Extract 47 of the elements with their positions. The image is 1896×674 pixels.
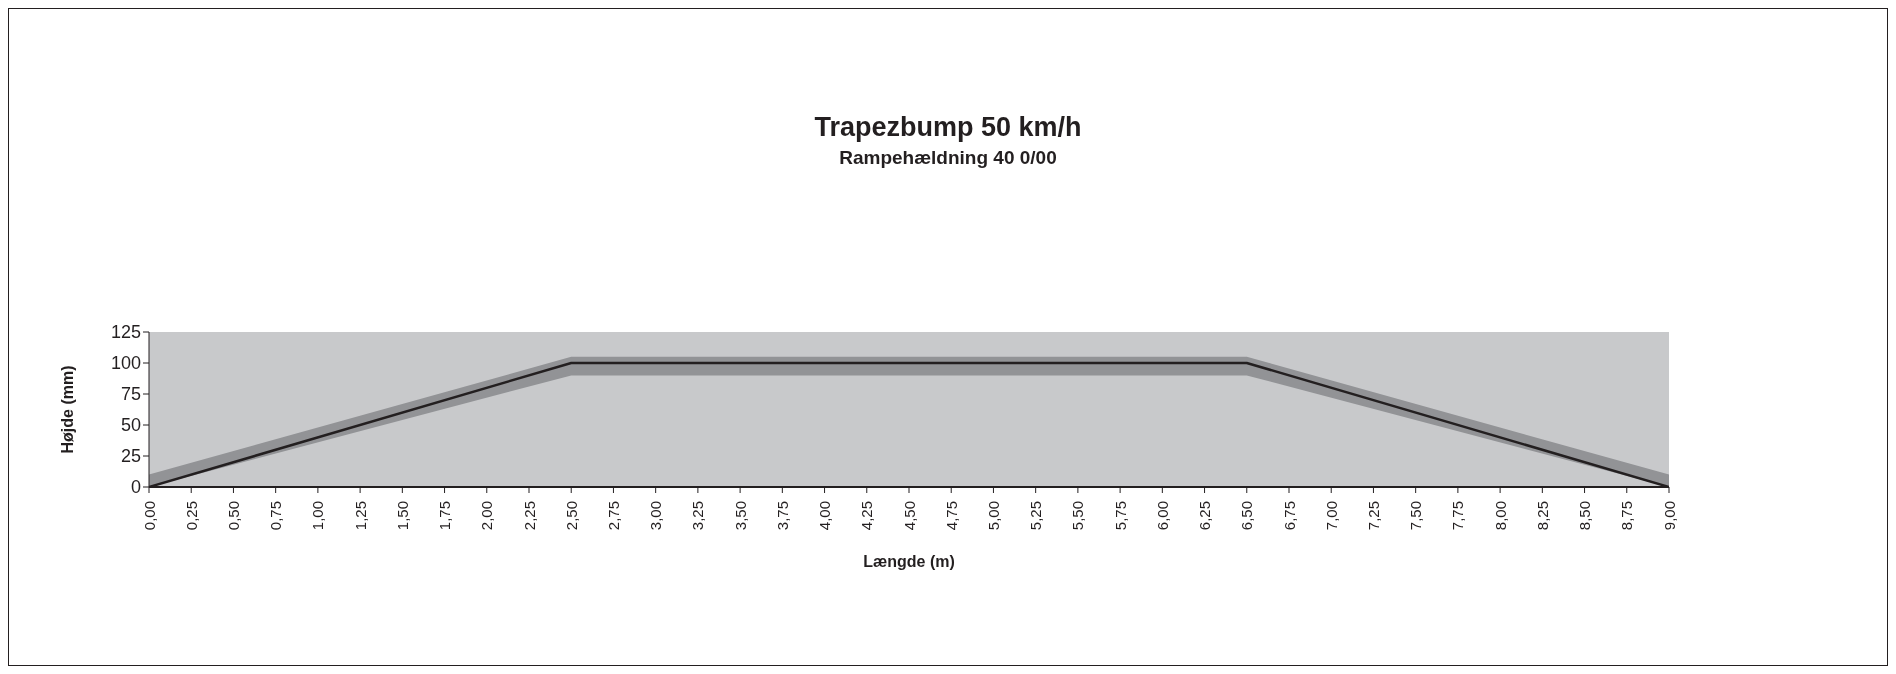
x-tick-label: 4,25 [858,501,876,531]
x-tick-label: 6,25 [1196,501,1214,531]
x-tick-label: 7,00 [1322,501,1340,531]
y-tick-label: 125 [110,322,141,343]
x-tick-label: 9,00 [1660,501,1678,531]
chart-subtitle: Rampehældning 40 0/00 [838,147,1058,169]
x-tick-label: 8,75 [1618,501,1636,531]
x-tick-label: 8,50 [1576,501,1594,531]
y-axis-title: Højde (mm) [58,365,76,454]
x-tick-label: 0,50 [224,501,242,531]
x-axis-title: Længde (m) [863,553,955,570]
x-tick-label: 6,75 [1280,501,1298,531]
x-tick-label: 8,00 [1491,501,1509,531]
x-tick-label: 3,50 [731,501,749,531]
x-tick-label: 6,00 [1153,501,1171,531]
x-tick-label: 1,00 [309,501,327,531]
x-tick-label: 2,25 [520,501,538,531]
x-tick-label: 1,75 [436,501,454,531]
x-tick-label: 2,50 [562,501,580,531]
x-tick-label: 3,00 [647,501,665,531]
x-tick-label: 5,00 [984,501,1002,531]
x-tick-label: 5,25 [1027,501,1045,531]
x-tick-label: 4,00 [816,501,834,531]
y-tick-label: 0 [130,477,141,498]
x-tick-label: 7,25 [1364,501,1382,531]
x-tick-label: 7,75 [1449,501,1467,531]
x-tick-label: 0,75 [267,501,285,531]
x-tick-label: 4,75 [942,501,960,531]
x-tick-label: 8,25 [1533,501,1551,531]
x-tick-label: 2,00 [478,501,496,531]
x-tick-label: 1,25 [351,501,369,531]
y-tick-label: 75 [120,384,141,405]
y-tick-label: 100 [110,353,141,374]
x-tick-label: 3,75 [773,501,791,531]
x-tick-label: 1,50 [393,501,411,531]
y-tick-label: 25 [120,446,141,467]
x-tick-label: 2,75 [604,501,622,531]
y-tick-label: 50 [120,415,141,436]
chart-title: Trapezbump 50 km/h [813,112,1083,143]
x-tick-label: 0,00 [140,501,158,531]
x-tick-label: 3,25 [689,501,707,531]
x-tick-label: 6,50 [1238,501,1256,531]
x-tick-label: 5,50 [1069,501,1087,531]
x-tick-label: 0,25 [182,501,200,531]
x-tick-label: 7,50 [1407,501,1425,531]
x-tick-label: 4,50 [900,501,918,531]
x-tick-label: 5,75 [1111,501,1129,531]
